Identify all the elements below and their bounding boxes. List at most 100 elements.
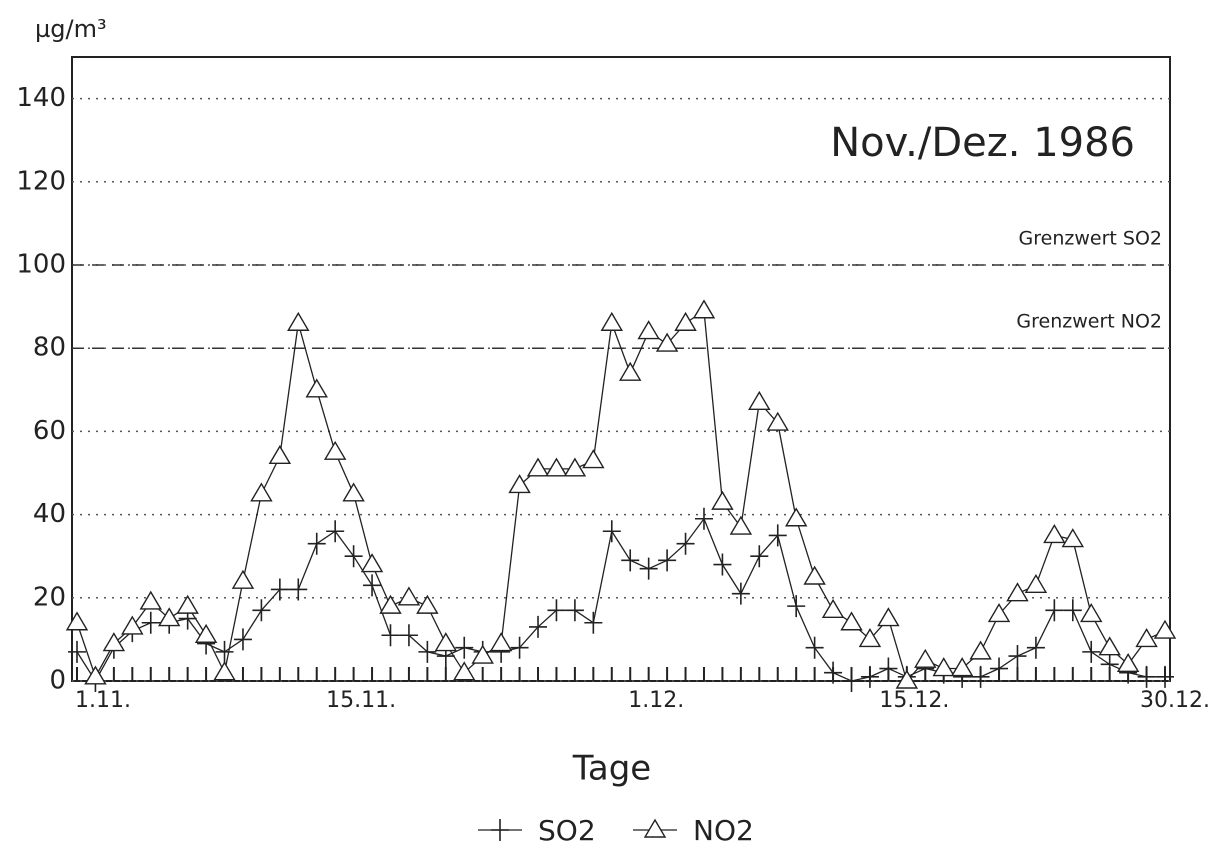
data-point (1100, 653, 1119, 676)
data-point (250, 482, 273, 502)
data-point (987, 603, 1011, 623)
data-point (602, 520, 621, 543)
data-point (418, 640, 437, 663)
data-point (692, 299, 716, 319)
data-point (1116, 652, 1140, 673)
data-point (508, 474, 531, 494)
data-point (842, 670, 861, 692)
x-tick-label: 15.12. (879, 688, 949, 713)
data-point (194, 623, 218, 643)
legend-label: NO2 (693, 814, 754, 847)
data-point (971, 665, 990, 688)
data-point (157, 607, 181, 627)
data-point (453, 661, 476, 681)
data-point (1135, 628, 1158, 648)
data-point (860, 665, 879, 688)
data-point (1043, 524, 1066, 544)
data-point (121, 615, 144, 635)
data-point (68, 640, 86, 663)
data-point (750, 545, 769, 568)
annotation: Nov./Dez. 1986 (830, 120, 1135, 166)
data-point (252, 599, 271, 622)
data-point (545, 457, 568, 477)
data-point (215, 640, 234, 663)
data-point (637, 320, 660, 340)
data-point (233, 628, 252, 651)
data-point (803, 565, 826, 585)
data-point (729, 515, 753, 535)
data-point (694, 507, 713, 530)
data-point (840, 611, 863, 631)
data-point (344, 545, 363, 568)
data-point (713, 553, 732, 576)
data-point (990, 657, 1009, 680)
y-tick-label: 80 (33, 333, 66, 363)
data-point (213, 661, 236, 681)
data-point (289, 578, 308, 601)
y-tick-label: 40 (33, 499, 66, 529)
data-point (139, 590, 162, 610)
data-point (526, 457, 550, 477)
data-point (510, 636, 529, 659)
data-point (950, 657, 974, 677)
data-point (307, 532, 326, 555)
data-point (547, 599, 566, 622)
data-point (563, 457, 587, 477)
data-point (1045, 599, 1064, 622)
y-tick-label: 60 (33, 416, 66, 446)
x-tick-label: 30.12. (1140, 688, 1210, 713)
data-point (360, 553, 384, 573)
data-point (1080, 603, 1103, 623)
data-point (287, 311, 310, 331)
plot-frame (71, 56, 1171, 682)
data-point (805, 636, 824, 659)
data-point (879, 657, 898, 680)
data-point (658, 549, 677, 572)
data-point (914, 648, 937, 668)
y-tick-label: 20 (33, 582, 66, 612)
data-point (674, 311, 697, 331)
data-point (399, 624, 418, 647)
data-point (858, 628, 882, 648)
data-point (416, 594, 439, 614)
y-tick-label: 120 (16, 166, 66, 196)
data-point (489, 632, 513, 652)
data-point (932, 657, 955, 677)
data-point (768, 524, 787, 547)
data-point (397, 586, 421, 606)
threshold-label: Grenzwert NO2 (1016, 311, 1162, 333)
data-point (969, 640, 992, 660)
data-point (1026, 636, 1045, 659)
data-point (270, 578, 289, 601)
x-tick-label: 1.11. (75, 688, 131, 713)
data-point (1024, 573, 1048, 594)
series-line (76, 309, 1166, 683)
data-point (582, 449, 605, 469)
data-point (342, 482, 365, 502)
data-point (471, 644, 494, 664)
threshold-label: Grenzwert SO2 (1019, 228, 1162, 250)
legend-marker (491, 819, 509, 841)
data-point (65, 611, 89, 631)
data-point (748, 390, 771, 410)
x-axis-label: Tage (572, 749, 651, 789)
data-point (787, 595, 806, 618)
data-point (529, 615, 548, 638)
y-tick-label: 0 (49, 666, 66, 696)
y-tick-label: 140 (16, 83, 66, 113)
data-point (621, 549, 640, 572)
x-tick-label: 15.11. (326, 688, 396, 713)
series-line (76, 517, 1165, 683)
legend-label: SO2 (538, 814, 596, 847)
data-point (584, 611, 603, 634)
x-tick-label: 1.12. (628, 688, 684, 713)
data-point (141, 611, 160, 634)
legend-marker (643, 818, 667, 838)
data-point (434, 632, 458, 652)
data-point (824, 661, 843, 684)
data-point (895, 669, 919, 689)
data-point (102, 632, 126, 652)
data-point (600, 311, 624, 331)
data-point (1063, 599, 1082, 622)
